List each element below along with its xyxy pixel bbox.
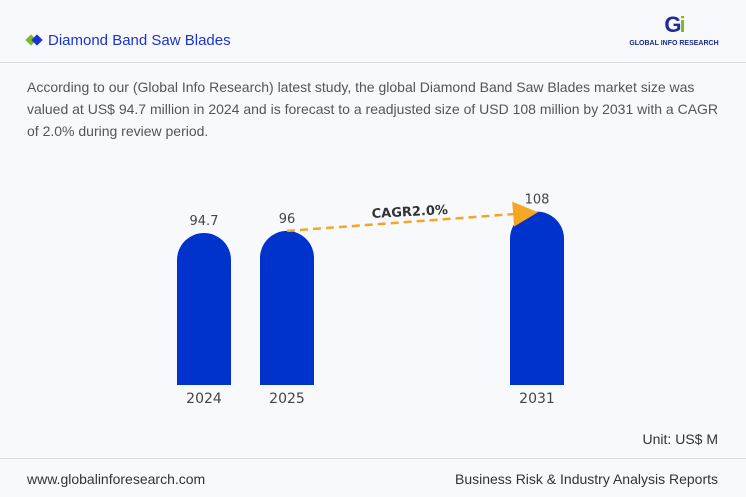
header: Diamond Band Saw Blades Gi GLOBAL INFO R…	[0, 0, 746, 63]
diamond-icon	[25, 33, 43, 47]
report-title: Diamond Band Saw Blades	[25, 32, 231, 49]
bar-chart: 94.7 2024 96 2025 108 2031 CAGR2.0%	[177, 193, 564, 407]
title-text: Diamond Band Saw Blades	[48, 32, 231, 49]
bar-2025	[260, 230, 314, 385]
data-label: 94.7	[190, 214, 219, 229]
data-label: 96	[279, 212, 296, 227]
logo-text: GLOBAL INFO RESEARCH	[629, 40, 719, 47]
data-label: 108	[525, 193, 550, 208]
bar-2031	[510, 211, 564, 385]
website-link[interactable]: www.globalinforesearch.com	[27, 471, 206, 487]
footer: www.globalinforesearch.com Business Risk…	[0, 458, 746, 497]
x-tick-label: 2024	[186, 391, 222, 407]
unit-label: Unit: US$ M	[642, 431, 718, 447]
x-tick-label: 2025	[269, 391, 305, 407]
description: According to our (Global Info Research) …	[27, 79, 719, 139]
cagr-annotation: CAGR2.0%	[371, 203, 448, 222]
x-tick-label: 2031	[519, 391, 555, 407]
cagr-arrow	[286, 201, 538, 233]
footer-tagline: Business Risk & Industry Analysis Report…	[455, 471, 718, 487]
logo: Gi GLOBAL INFO RESEARCH	[624, 14, 724, 48]
bar-2024	[177, 233, 231, 385]
